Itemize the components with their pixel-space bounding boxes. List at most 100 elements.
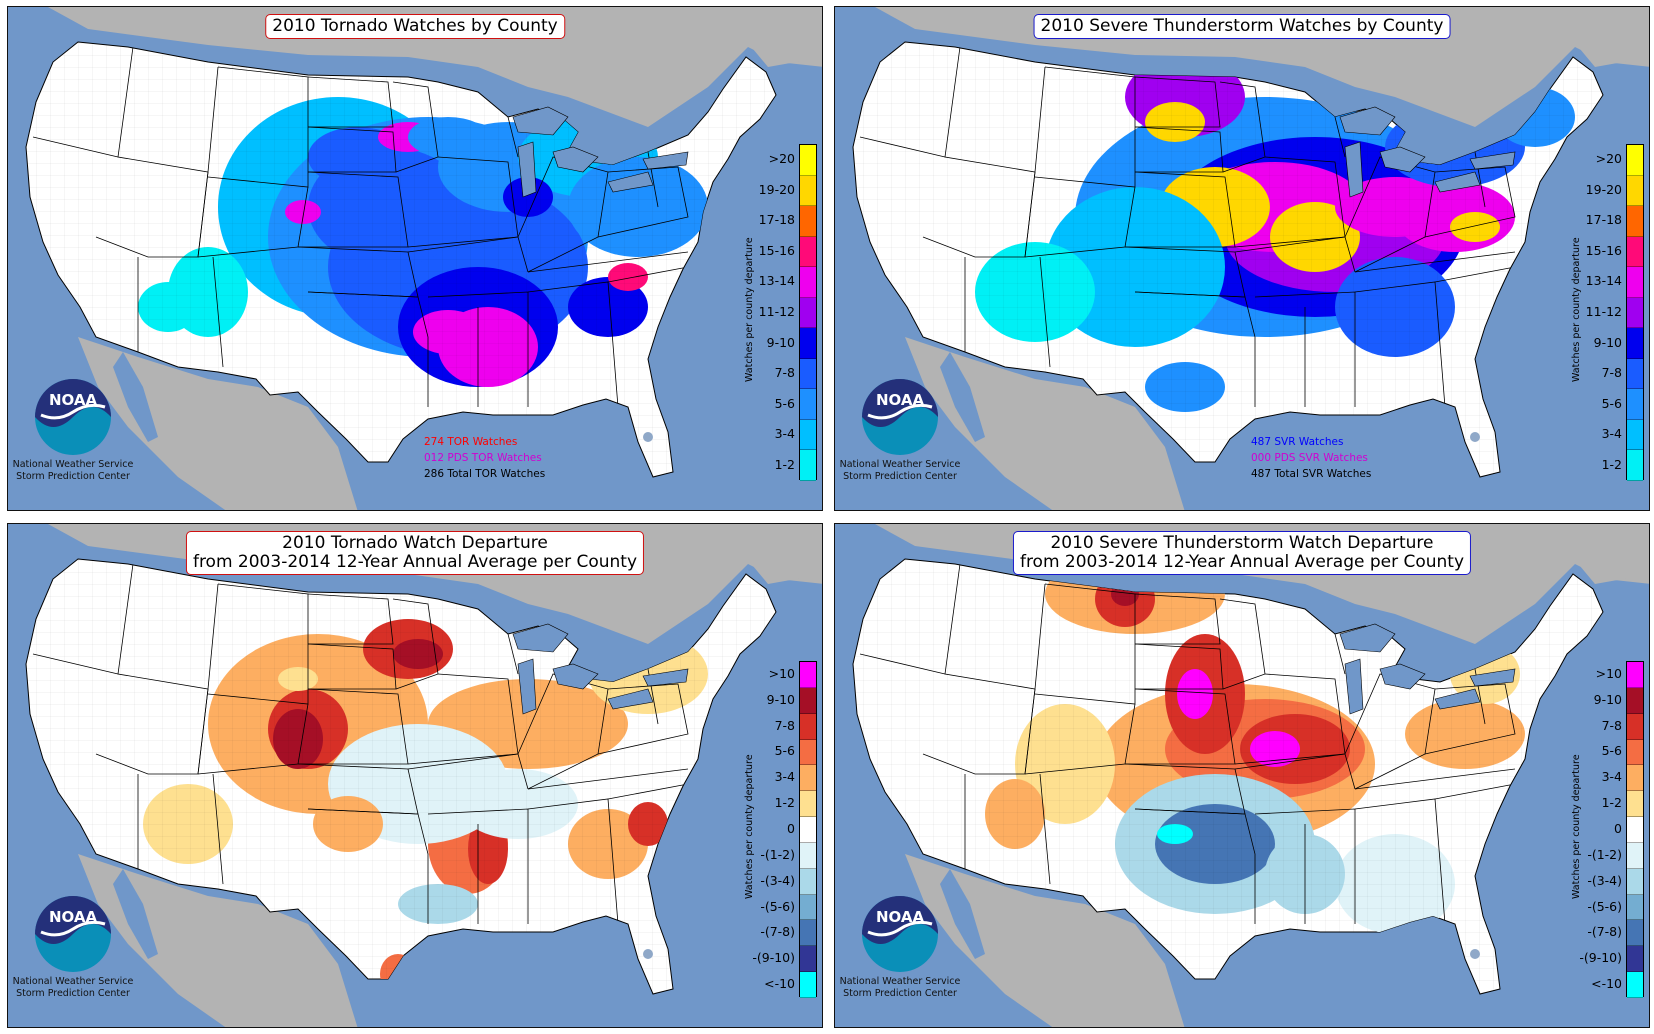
credit-line: National Weather Service [12, 459, 134, 470]
legend-swatch [1627, 817, 1643, 843]
legend-swatch [800, 791, 816, 818]
legend-label: 13-14 [758, 273, 795, 289]
legend-label: 15-16 [758, 242, 795, 258]
legend-swatch [1627, 946, 1643, 973]
agency-credit: National Weather Service Storm Prediction… [835, 976, 965, 999]
legend-label: 19-20 [1585, 181, 1622, 197]
legend-axis-label: Watches per county departure [1571, 754, 1582, 899]
legend-label: 5-6 [1601, 743, 1622, 759]
credit-line: Storm Prediction Center [843, 470, 957, 482]
noaa-logo-icon: NOAA [35, 896, 111, 972]
svg-text:NOAA: NOAA [876, 908, 925, 926]
legend-label: -(5-6) [760, 898, 795, 914]
agency-credit: National Weather Service Storm Prediction… [8, 976, 138, 999]
legend-swatch [800, 739, 816, 766]
legend-swatch [1627, 206, 1643, 237]
legend-swatch [800, 920, 816, 947]
legend-swatch [800, 842, 816, 869]
legend-colorbar [799, 144, 817, 481]
panel-severe-thunderstorm-departure: 2010 Severe Thunderstorm Watch Departure… [834, 523, 1650, 1028]
legend-label: 17-18 [1585, 212, 1622, 228]
noaa-logo-icon: NOAA [35, 379, 111, 455]
legend-swatch [1627, 894, 1643, 921]
legend-label: 5-6 [774, 743, 795, 759]
legend-colorbar [799, 661, 817, 998]
legend-axis-label: Watches per county departure [744, 237, 755, 382]
legend-label: -(7-8) [760, 924, 795, 940]
legend-label: 3-4 [1601, 426, 1622, 442]
credit-line: National Weather Service [839, 976, 961, 987]
legend-label: 0 [787, 821, 795, 836]
legend-label: -(1-2) [760, 846, 795, 862]
panel-tornado-watches: 2010 Tornado Watches by County >20 19-20 17… [7, 6, 823, 511]
legend-swatch [800, 868, 816, 895]
legend-label: 5-6 [774, 395, 795, 411]
legend-swatch [800, 662, 816, 688]
panel-severe-thunderstorm-watches: 2010 Severe Thunderstorm Watches by Coun… [834, 6, 1650, 511]
legend-label: 5-6 [1601, 395, 1622, 411]
legend-label: 1-2 [1601, 795, 1622, 811]
legend-label: -(3-4) [760, 872, 795, 888]
credit-line: Storm Prediction Center [16, 987, 130, 999]
legend-label: -(7-8) [1587, 924, 1622, 940]
color-legend: >20 19-20 17-18 15-16 13-14 11-12 9-10 7-8 5-6 3-… [8, 7, 820, 510]
legend-label: -(3-4) [1587, 872, 1622, 888]
legend-label: >20 [1595, 151, 1622, 167]
credit-line: Storm Prediction Center [843, 987, 957, 999]
map-title-line: 2010 Tornado Watches by County [272, 16, 558, 36]
legend-label: >20 [768, 151, 795, 167]
legend-label: 11-12 [1585, 304, 1622, 319]
legend-label: 13-14 [1585, 273, 1622, 289]
legend-label: >10 [1595, 665, 1622, 681]
color-legend: >20 19-20 17-18 15-16 13-14 11-12 9-10 7-8 5-6 3-… [835, 7, 1647, 510]
legend-label: 7-8 [1601, 717, 1622, 733]
legend-label: 1-2 [774, 456, 795, 472]
legend-label: 3-4 [774, 426, 795, 442]
legend-swatch [1627, 358, 1643, 390]
legend-swatch [1627, 765, 1643, 792]
legend-label: <-10 [1591, 976, 1622, 992]
legend-swatch [1627, 389, 1643, 420]
legend-label: 3-4 [1601, 769, 1622, 785]
legend-swatch [800, 328, 816, 359]
svg-text:NOAA: NOAA [876, 391, 925, 409]
legend-swatch [800, 175, 816, 207]
legend-swatch [1627, 791, 1643, 818]
color-legend: >10 9-10 7-8 5-6 3-4 1-2 0 -(1-2) -(3-4) -(5-6) -(… [8, 524, 820, 1027]
legend-swatch [800, 358, 816, 390]
svg-text:NOAA: NOAA [49, 908, 98, 926]
legend-swatch [800, 389, 816, 420]
legend-swatch [800, 713, 816, 740]
legend-swatch [1627, 145, 1643, 176]
legend-label: 1-2 [1601, 456, 1622, 472]
legend-swatch [800, 687, 816, 714]
legend-swatch [800, 450, 816, 481]
agency-credit: National Weather Service Storm Prediction… [8, 459, 138, 482]
map-title: 2010 Severe Thunderstorm Watch Departure… [1012, 531, 1472, 575]
map-title-line: 2010 Severe Thunderstorm Watch Departure [1050, 533, 1434, 553]
legend-swatch [1627, 297, 1643, 329]
map-title: 2010 Tornado Watches by County [265, 14, 565, 39]
panel-tornado-departure: 2010 Tornado Watch Departure from 2003-20… [7, 523, 823, 1028]
watch-count-line: 274 TOR Watches [424, 436, 518, 448]
map-title: 2010 Tornado Watch Departure from 2003-20… [185, 531, 645, 575]
legend-label: -(5-6) [1587, 898, 1622, 914]
map-title-line: from 2003-2014 12-Year Annual Average pe… [1019, 552, 1465, 572]
legend-label: 9-10 [1593, 691, 1622, 707]
agency-credit: National Weather Service Storm Prediction… [835, 459, 965, 482]
legend-label: 9-10 [1593, 334, 1622, 350]
legend-axis-label: Watches per county departure [744, 754, 755, 899]
credit-line: National Weather Service [839, 459, 961, 470]
legend-swatch [1627, 267, 1643, 298]
legend-label: 19-20 [758, 181, 795, 197]
legend-swatch [1627, 662, 1643, 688]
legend-label: 7-8 [774, 717, 795, 733]
legend-swatch [800, 765, 816, 792]
color-legend: >10 9-10 7-8 5-6 3-4 1-2 0 -(1-2) -(3-4) -(5-6) -(… [835, 524, 1647, 1027]
legend-label: <-10 [764, 976, 795, 992]
legend-swatch [1627, 713, 1643, 740]
map-title: 2010 Severe Thunderstorm Watches by Coun… [1033, 14, 1451, 39]
legend-swatch [800, 297, 816, 329]
svg-text:NOAA: NOAA [49, 391, 98, 409]
noaa-logo-icon: NOAA [862, 896, 938, 972]
